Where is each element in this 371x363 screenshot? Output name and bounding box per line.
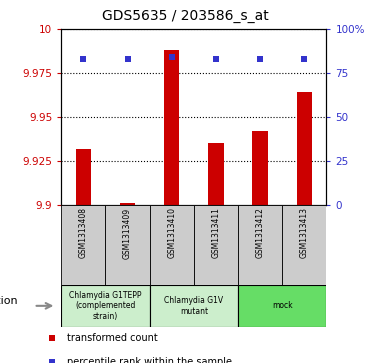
Text: percentile rank within the sample: percentile rank within the sample (67, 357, 232, 363)
FancyBboxPatch shape (238, 205, 282, 285)
FancyBboxPatch shape (150, 285, 238, 327)
FancyBboxPatch shape (61, 205, 105, 285)
Bar (164, 50, 180, 205)
Text: GSM1313408: GSM1313408 (79, 208, 88, 258)
Text: GSM1313413: GSM1313413 (300, 208, 309, 258)
FancyBboxPatch shape (150, 205, 194, 285)
FancyBboxPatch shape (105, 205, 150, 285)
Text: transformed count: transformed count (67, 334, 158, 343)
Text: GDS5635 / 203586_s_at: GDS5635 / 203586_s_at (102, 9, 269, 23)
Bar (297, 93, 312, 205)
Text: Chlamydia G1TEPP
(complemented
strain): Chlamydia G1TEPP (complemented strain) (69, 291, 142, 321)
FancyBboxPatch shape (61, 285, 150, 327)
Bar (120, 203, 135, 205)
Text: Chlamydia G1V
mutant: Chlamydia G1V mutant (164, 296, 223, 315)
Text: mock: mock (272, 301, 293, 310)
Bar (208, 143, 224, 205)
FancyBboxPatch shape (238, 285, 326, 327)
FancyBboxPatch shape (194, 205, 238, 285)
Bar (76, 149, 91, 205)
Text: GSM1313410: GSM1313410 (167, 208, 176, 258)
FancyBboxPatch shape (282, 205, 326, 285)
Text: GSM1313411: GSM1313411 (211, 208, 220, 258)
Text: infection: infection (0, 296, 17, 306)
Text: GSM1313409: GSM1313409 (123, 208, 132, 258)
Bar (252, 131, 268, 205)
Text: GSM1313412: GSM1313412 (256, 208, 265, 258)
